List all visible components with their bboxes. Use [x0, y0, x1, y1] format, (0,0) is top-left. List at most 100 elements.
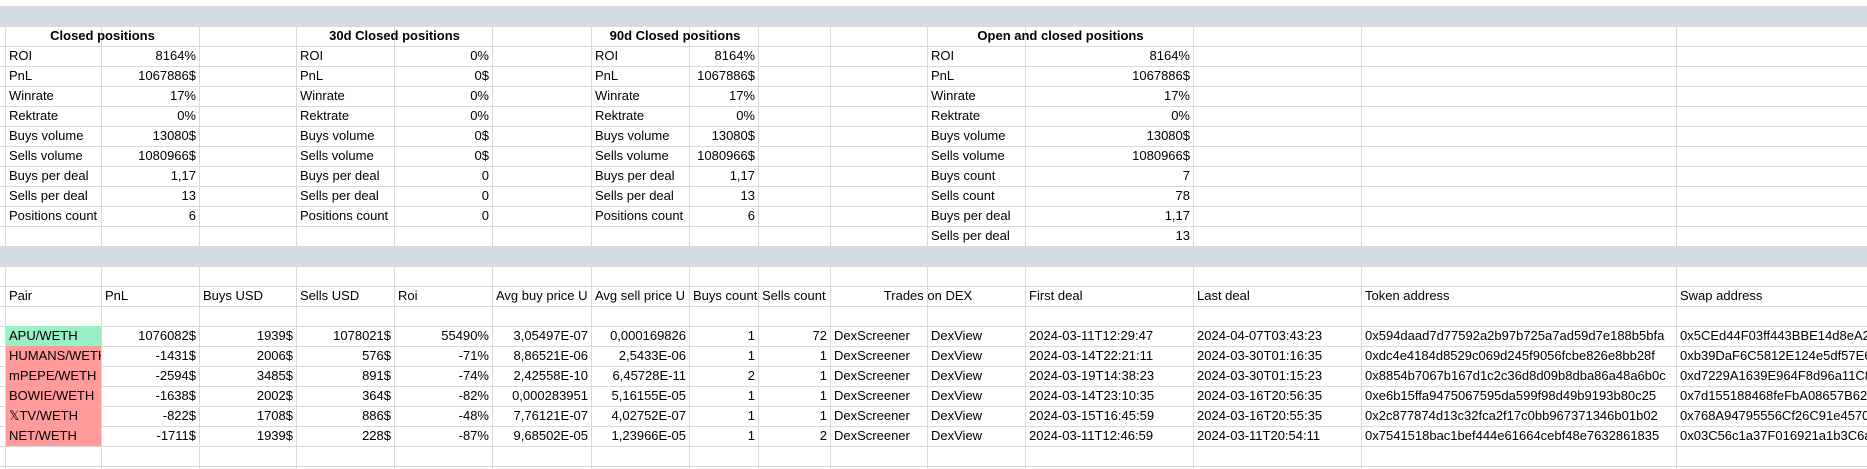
metric-value: 13080$ [711, 128, 755, 143]
metric-label: Sells per deal [595, 188, 674, 203]
grid-line [101, 26, 102, 246]
column-header: Token address [1365, 288, 1450, 303]
metric-label: Buys volume [931, 128, 1006, 143]
table-cell: 0xe6b15ffa9475067595da599f98d49b9193b80c… [1365, 388, 1657, 403]
metric-value: 0% [470, 108, 489, 123]
table-cell: 2 [747, 368, 755, 383]
grid-line [0, 406, 1867, 407]
grid-line [0, 346, 1867, 347]
grid-line [1676, 26, 1677, 246]
grid-line [927, 26, 928, 246]
grid-line [0, 166, 1867, 167]
table-cell: 1 [747, 428, 755, 443]
metric-label: Sells volume [9, 148, 83, 163]
grid-line [1361, 266, 1362, 469]
table-cell: 1 [819, 348, 827, 363]
table-cell: -74% [458, 368, 489, 383]
grid-line [689, 26, 690, 246]
separator-band [0, 6, 1867, 26]
metric-label: Rektrate [300, 108, 350, 123]
grid-line [0, 146, 1867, 147]
metric-value: 13 [181, 188, 196, 203]
grid-line [0, 446, 1867, 447]
column-header: First deal [1029, 288, 1083, 303]
metric-label: Buys volume [595, 128, 670, 143]
metric-label: ROI [931, 48, 955, 63]
grid-line [1361, 26, 1362, 246]
metric-value: 17% [728, 88, 755, 103]
grid-line [1676, 266, 1677, 469]
column-header: Avg buy price U [496, 288, 588, 303]
table-cell: DexView [931, 368, 983, 383]
grid-line [1193, 266, 1194, 469]
table-cell: DexView [931, 428, 983, 443]
table-cell: DexScreener [834, 408, 910, 423]
table-cell: DexView [931, 328, 983, 343]
metric-label: Sells per deal [9, 188, 88, 203]
table-cell: 228$ [362, 428, 391, 443]
table-cell: 1939$ [256, 328, 293, 343]
column-header: Sells count [762, 288, 826, 303]
grid-line [0, 306, 1867, 307]
table-cell: 2024-03-11T12:29:47 [1029, 328, 1154, 343]
metric-label: ROI [300, 48, 324, 63]
grid-line [591, 26, 592, 246]
metric-label: Buys per deal [300, 168, 380, 183]
metric-label: ROI [595, 48, 619, 63]
column-header: PnL [105, 288, 129, 303]
grid-line [0, 106, 1867, 107]
table-cell: 4,02752E-07 [611, 408, 686, 423]
table-cell: 576$ [362, 348, 391, 363]
metric-value: 8164% [155, 48, 196, 63]
grid-line [296, 266, 297, 469]
table-cell: 2024-04-07T03:43:23 [1197, 328, 1323, 343]
column-header: Buys count [693, 288, 758, 303]
table-cell: 0x8854b7067b167d1c2c36d8d09b8dba86a48a6b… [1365, 368, 1666, 383]
metric-label: Rektrate [931, 108, 981, 123]
metric-value: 1067886$ [138, 68, 196, 83]
table-cell: DexScreener [834, 368, 910, 383]
table-cell: DexScreener [834, 328, 910, 343]
table-cell: 0x768A94795556Cf26C91e4570 [1680, 408, 1867, 423]
metric-value: 78 [1175, 188, 1190, 203]
column-header: Trades on DEX [883, 288, 973, 303]
table-cell: 3,05497E-07 [513, 328, 588, 343]
grid-line [0, 386, 1867, 387]
grid-line [830, 26, 831, 246]
pair-cell: BOWIE/WETH [6, 386, 101, 406]
table-cell: 364$ [362, 388, 391, 403]
metric-value: 6 [188, 208, 196, 223]
metric-label: Buys per deal [595, 168, 675, 183]
table-cell: 1 [747, 388, 755, 403]
table-cell: 0x594daad7d77592a2b97b725a7ad59d7e188b5b… [1365, 328, 1665, 343]
metric-value: 1080966$ [138, 148, 196, 163]
grid-line [0, 426, 1867, 427]
table-cell: 0,000283951 [512, 388, 588, 403]
grid-line [1025, 26, 1026, 246]
metric-value: 0$ [474, 148, 489, 163]
grid-line [394, 266, 395, 469]
metric-value: 13080$ [1146, 128, 1190, 143]
table-cell: 2024-03-30T01:16:35 [1197, 348, 1323, 363]
metric-value: 0% [470, 48, 489, 63]
column-header: Swap address [1680, 288, 1763, 303]
metric-value: 1,17 [170, 168, 196, 183]
section-title: Open and closed positions [977, 28, 1144, 43]
column-header: Avg sell price U [595, 288, 686, 303]
table-cell: 1 [819, 368, 827, 383]
table-cell: 0xdc4e4184d8529c069d245f9056fcbe826e8bb2… [1365, 348, 1655, 363]
grid-line [927, 266, 928, 469]
table-cell: 2024-03-19T14:38:23 [1029, 368, 1155, 383]
table-cell: -1711$ [156, 428, 196, 443]
grid-line [1025, 266, 1026, 469]
table-cell: 0x2c877874d13c32fca2f17c0bb967371346b01b… [1365, 408, 1658, 423]
metric-value: 0% [177, 108, 196, 123]
metric-label: Buys per deal [9, 168, 89, 183]
table-cell: 1 [747, 328, 755, 343]
metric-value: 13 [1175, 228, 1190, 243]
grid-line [296, 26, 297, 246]
metric-value: 1,17 [1164, 208, 1190, 223]
grid-line [0, 186, 1867, 187]
table-cell: DexScreener [834, 428, 910, 443]
table-cell: 72 [812, 328, 827, 343]
